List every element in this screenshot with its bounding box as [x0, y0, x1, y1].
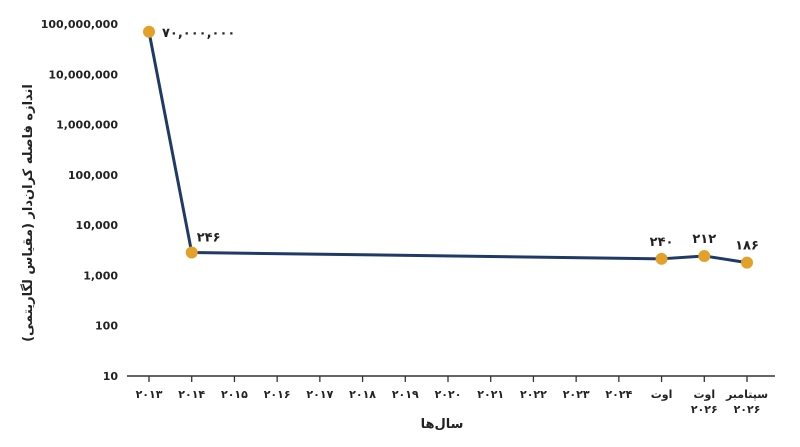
y-tick-label: 1,000,000: [56, 119, 118, 132]
data-labels: ۷۰,۰۰۰,۰۰۰ ۲۴۶ ۲۴۰ ۲۱۲ ۱۸۶: [162, 26, 759, 254]
x-tick-label: ۲۰۱۳: [136, 388, 163, 401]
y-axis-ticks: 10 100 1,000 10,000 100,000 1,000,000 10,000,0…: [41, 18, 119, 383]
x-tick-label: ۲۰۱۴: [178, 388, 205, 401]
y-axis-title: اندازه فاصله کران‌دار (مقیاس لگاریتمی): [20, 84, 36, 342]
x-tick-label: ۲۰۲۳: [563, 388, 590, 401]
data-label: ۲۱۲: [692, 232, 716, 247]
x-tick-label: سپتامبر: [725, 388, 768, 401]
x-tick-label: ۲۰۱۶: [264, 388, 291, 401]
x-tick-label-line2: ۲۰۲۶: [691, 403, 718, 416]
x-tick-label: ۲۰۱۹: [392, 388, 419, 401]
y-tick-label: 100: [95, 320, 118, 333]
x-axis-ticks: ۲۰۱۳ ۲۰۱۴ ۲۰۱۵ ۲۰۱۶ ۲۰۱۷ ۲۰۱۸ ۲۰۱۹ ۲۰۲۰ ۲۰۲۱ ۲۰۲۲…: [136, 376, 768, 416]
data-label: ۷۰,۰۰۰,۰۰۰: [162, 26, 235, 41]
series-markers: [143, 25, 753, 269]
data-point-marker: [185, 246, 198, 259]
data-point-marker: [741, 256, 753, 269]
x-tick-label: ۲۰۱۷: [306, 388, 333, 401]
y-tick-label: 10,000: [76, 219, 119, 232]
y-tick-label: 1,000: [83, 269, 118, 282]
x-tick-label: ۲۰۱۸: [349, 388, 376, 401]
data-label: ۲۴۶: [197, 230, 221, 245]
y-tick-label: 10: [103, 370, 119, 383]
x-axis-title: سال‌ها: [421, 417, 464, 432]
x-tick-label-line2: ۲۰۲۶: [734, 403, 761, 416]
y-tick-label: 10,000,000: [48, 68, 118, 81]
y-tick-label: 100,000: [68, 169, 118, 182]
data-label: ۲۴۰: [650, 235, 674, 250]
x-tick-label: ۲۰۱۵: [221, 388, 248, 401]
x-tick-label: ۲۰۲۱: [477, 388, 504, 401]
data-point-marker: [655, 252, 668, 265]
data-label: ۱۸۶: [735, 239, 759, 254]
x-tick-label: ۲۰۲۲: [520, 388, 547, 401]
data-point-marker: [143, 25, 155, 38]
x-tick-label: اوت: [651, 388, 673, 401]
x-tick-label: ۲۰۲۰: [435, 388, 462, 401]
data-point-marker: [698, 249, 711, 262]
y-tick-label: 100,000,000: [41, 18, 119, 31]
x-tick-label: ۲۰۲۴: [605, 388, 632, 401]
series-line: [147, 31, 748, 265]
x-tick-label: اوت: [693, 388, 715, 401]
